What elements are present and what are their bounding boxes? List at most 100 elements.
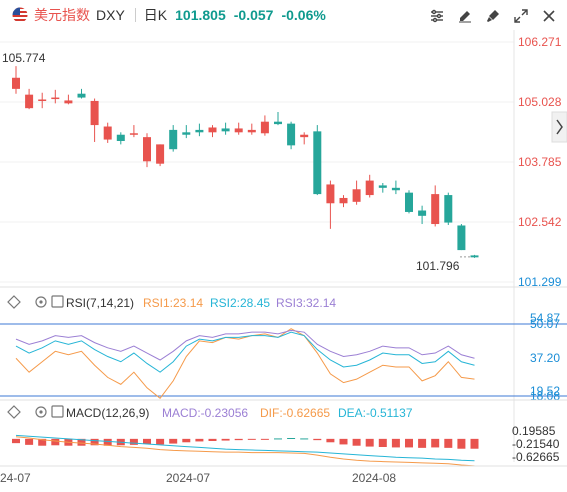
rsi-line-rsi2 (15, 331, 475, 373)
rsi3-legend: RSI3:32.14 (276, 296, 336, 310)
candle (287, 121, 296, 150)
rsi2-legend: RSI2:28.45 (210, 296, 270, 310)
macd-bar (156, 438, 165, 445)
chart-header: 美元指数 DXY 日K 101.805 -0.057 -0.06% (0, 0, 567, 30)
draw-tools-icon[interactable] (455, 6, 475, 26)
dif-line (15, 436, 475, 467)
symbol-code: DXY (96, 7, 125, 23)
info-icon[interactable] (51, 405, 64, 418)
candle (116, 132, 125, 145)
candle (51, 89, 60, 104)
candle (418, 205, 427, 225)
close-icon[interactable] (539, 6, 559, 26)
price-tick-label: 105.028 (518, 95, 562, 109)
macd-bar (444, 438, 453, 448)
rsi-tick-label: 37.20 (530, 351, 560, 365)
macd-bar (391, 438, 400, 448)
indicator-settings-icon[interactable] (427, 6, 447, 26)
macd-bar (143, 438, 151, 444)
price-tick-label: 103.785 (518, 155, 562, 169)
candle (234, 122, 243, 135)
time-tick-label: 2024-07 (166, 471, 210, 485)
macd-bar (339, 438, 348, 445)
candle (326, 180, 335, 229)
rsi-tick-label: 18.08 (530, 389, 560, 403)
rsi1-legend: RSI1:23.14 (143, 296, 203, 310)
candle (77, 88, 86, 99)
macd-bar (300, 438, 309, 440)
rsi-series (15, 328, 475, 399)
macd-bar (326, 438, 335, 443)
macd-tick-label: -0.62665 (512, 450, 560, 464)
candle (143, 133, 151, 168)
settings-icon[interactable] (35, 406, 47, 418)
macd-bar (274, 438, 282, 440)
macd-label: MACD(12,26,9) (66, 406, 149, 420)
candle (378, 182, 387, 193)
candle (431, 185, 440, 227)
candle (195, 123, 204, 137)
high-price-label: 105.774 (2, 51, 46, 65)
macd-bar (470, 438, 479, 449)
macd-bar (418, 438, 427, 448)
macd-bar (365, 438, 374, 447)
macd-bar (169, 438, 178, 444)
candle (156, 144, 165, 167)
price-axis: 106.271 105.028 103.785 102.542 101.299 (518, 35, 562, 289)
time-axis: 24-07 2024-07 2024-08 (0, 471, 396, 485)
macd-bar (90, 438, 99, 446)
chart-canvas[interactable]: 106.271 105.028 103.785 102.542 101.299 105.… (0, 30, 567, 492)
price-change-pct: -0.06% (281, 7, 326, 23)
header-divider (134, 8, 136, 22)
collapse-icon[interactable] (7, 295, 21, 309)
brush-icon[interactable] (483, 6, 503, 26)
rsi-header: RSI(7,14,21) RSI1:23.14 RSI2:28.45 RSI3:… (7, 295, 336, 310)
scroll-right-button[interactable] (551, 111, 567, 143)
candle (90, 98, 99, 142)
dea-line (15, 434, 475, 462)
macd-bar (12, 438, 20, 444)
macd-bar (431, 438, 440, 448)
candle (391, 180, 400, 195)
macd-bar (405, 438, 413, 448)
rsi-tick-label: 54.87 (530, 311, 560, 325)
candle (25, 88, 34, 110)
macd-header: MACD(12,26,9) MACD:-0.23056 DIF:-0.62665… (7, 405, 413, 420)
candle (247, 123, 256, 135)
price-tick-label: 101.299 (518, 275, 562, 289)
macd-bar (221, 438, 230, 441)
macd-axis: 0.19585-0.21540-0.62665 (512, 424, 560, 464)
candle (405, 190, 413, 214)
candle (457, 224, 466, 251)
candle (12, 66, 20, 94)
info-icon[interactable] (51, 295, 64, 308)
candle (129, 125, 138, 138)
time-tick-label: 24-07 (0, 471, 31, 485)
fullscreen-icon[interactable] (511, 6, 531, 26)
macd-bar (182, 438, 191, 443)
period-selector[interactable]: 日K (144, 5, 167, 25)
candle (182, 125, 191, 139)
settings-icon[interactable] (35, 296, 47, 308)
candle (64, 94, 73, 105)
candle (208, 125, 217, 138)
candle (444, 192, 453, 225)
time-tick-label: 2024-08 (352, 471, 396, 485)
low-price-label: 101.796 (416, 259, 460, 273)
dif-legend: DIF:-0.62665 (260, 406, 330, 420)
macd-tick-label: 0.19585 (512, 424, 556, 438)
macd-bar (195, 438, 204, 442)
candle (339, 195, 348, 208)
rsi-line-rsi1 (15, 328, 475, 399)
macd-bar (234, 438, 243, 441)
period-label: 日K (143, 7, 168, 23)
macd-bar (457, 438, 466, 449)
price-tick-label: 102.542 (518, 215, 562, 229)
macd-lines (15, 434, 475, 467)
us-flag-icon (12, 7, 28, 23)
macd-bar (208, 438, 217, 441)
macd-bar (247, 438, 256, 440)
price-tick-label: 106.271 (518, 35, 562, 49)
collapse-icon[interactable] (7, 405, 21, 419)
